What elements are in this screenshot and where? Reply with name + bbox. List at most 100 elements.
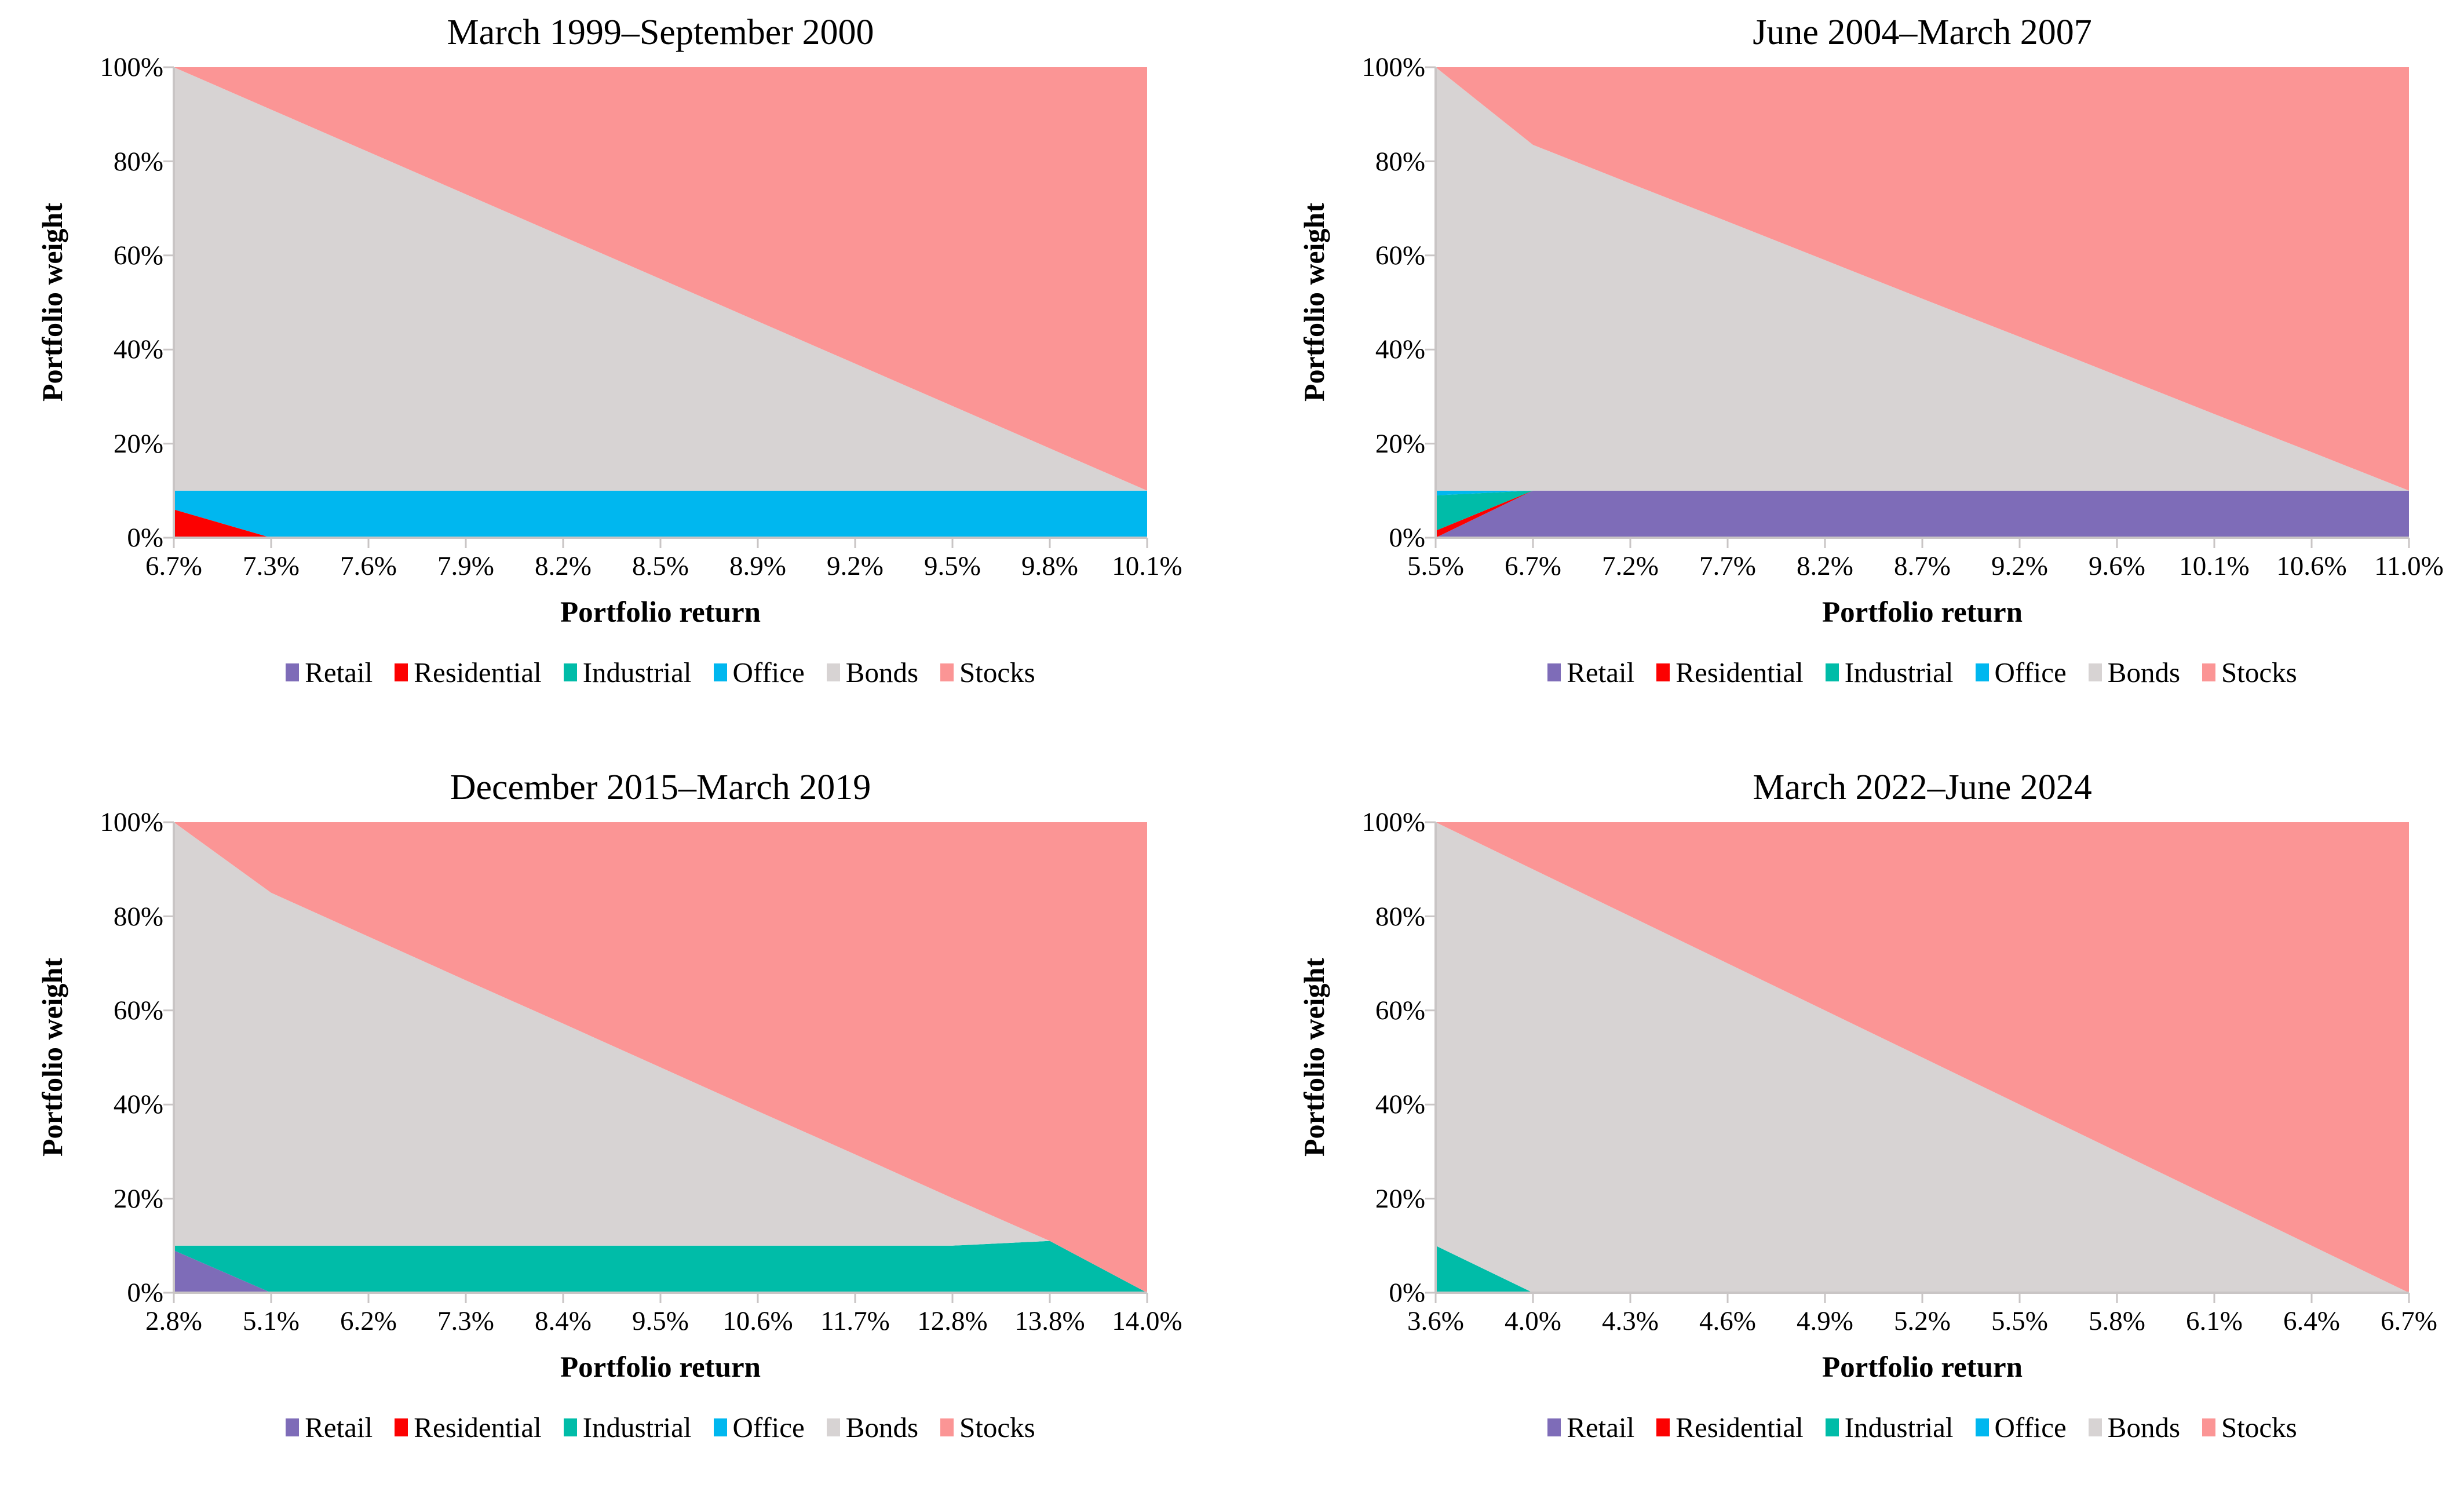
legend-swatch-office [713,663,727,682]
panel-title: March 1999–September 2000 [447,13,874,52]
y-axis-label: Portfolio weight [36,203,68,402]
y-tick-label: 0% [1389,523,1425,553]
x-tick-label: 8.2% [1797,551,1853,582]
chart-panel-2015-2019: December 2015–March 2019 Portfolio weigh… [0,755,1232,1510]
legend-swatch-industrial [1825,663,1839,682]
chart-area: Portfolio weight 100% 80% 60% 40% 20% 0% 5.5%… [1297,52,2464,582]
chart-panel-1999-2000: March 1999–September 2000 Portfolio weig… [0,0,1232,755]
x-tick-label: 4.9% [1797,1306,1853,1337]
x-axis-label: Portfolio return [560,1351,761,1384]
area-series-stocks [174,822,1147,1293]
x-tick-label: 10.6% [722,1306,793,1337]
legend: Retail Residential Industrial Office Bonds St… [1297,1411,2409,1444]
legend-label: Retail [1567,656,1635,689]
y-tick-label: 100% [1361,52,1425,83]
legend-label: Industrial [582,1411,692,1444]
area-series-industrial [174,1241,1147,1293]
y-tick-labels: 100% 80% 60% 40% 20% 0% [1331,52,1436,553]
legend-swatch-stocks [2202,663,2216,682]
legend-item-industrial: Industrial [563,1411,692,1444]
x-tick-label: 9.2% [827,551,884,582]
legend-label: Bonds [845,1411,919,1444]
x-tick-label: 6.7% [1505,551,1561,582]
x-tick-label: 7.7% [1699,551,1756,582]
y-tick-label: 40% [1375,334,1425,365]
x-tick-label: 5.5% [1407,551,1464,582]
legend-swatch-bonds [826,1418,840,1437]
plot-wrap: 2.8% 5.1% 6.2% 7.3% 8.4% 9.5% 10.6% 11.7% 12.8% 1… [145,821,1182,1337]
plot-wrap: 3.6% 4.0% 4.3% 4.6% 4.9% 5.2% 5.5% 5.8% 6.1% 6.4%… [1407,821,2437,1337]
legend-swatch-residential [1656,663,1670,682]
y-tick-label: 80% [1375,146,1425,177]
chart-panel-2004-2007: June 2004–March 2007 Portfolio weight 10… [1232,0,2464,755]
legend-label: Industrial [1844,656,1954,689]
legend-item-retail: Retail [1547,1411,1634,1444]
legend-swatch-industrial [1825,1418,1839,1437]
x-tick-label: 6.2% [340,1306,397,1337]
legend-swatch-office [1975,1418,1989,1437]
y-tick-label: 80% [1375,901,1425,932]
x-axis-label: Portfolio return [1821,596,2023,629]
x-tick-label: 11.7% [820,1306,890,1337]
y-tick-label: 60% [1375,995,1425,1026]
x-tick-labels: 2.8% 5.1% 6.2% 7.3% 8.4% 9.5% 10.6% 11.7% 12.8% 1… [145,1293,1182,1337]
area-series-retail [1436,490,2409,538]
legend-label: Stocks [959,1411,1035,1444]
area-series-office [174,490,1147,538]
x-tick-label: 8.9% [729,551,786,582]
legend-item-stocks: Stocks [2202,656,2297,689]
legend-label: Stocks [2221,1411,2297,1444]
legend-label: Office [732,656,805,689]
legend-item-retail: Retail [1547,656,1634,689]
legend-item-stocks: Stocks [940,1411,1035,1444]
panel-title: December 2015–March 2019 [450,768,871,807]
y-tick-label: 60% [1375,240,1425,271]
legend-label: Bonds [845,656,919,689]
legend-swatch-stocks [940,1418,954,1437]
y-tick-label: 0% [1389,1278,1425,1308]
legend-item-residential: Residential [1656,1411,1804,1444]
x-tick-label: 14.0% [1112,1306,1182,1337]
legend-item-stocks: Stocks [940,656,1035,689]
stacked-area-plot [163,821,1148,1304]
y-tick-label: 20% [113,1183,163,1214]
x-tick-label: 7.9% [437,551,494,582]
legend-swatch-bonds [2088,1418,2102,1437]
x-tick-label: 4.0% [1505,1306,1561,1337]
x-tick-label: 9.2% [1991,551,2048,582]
x-tick-label: 7.3% [437,1306,494,1337]
x-tick-label: 10.1% [1112,551,1182,582]
y-tick-label: 20% [1375,1183,1425,1214]
legend: Retail Residential Industrial Office Bonds St… [35,656,1147,689]
x-tick-labels: 6.7% 7.3% 7.6% 7.9% 8.2% 8.5% 8.9% 9.2% 9.5% 9.8%… [145,538,1182,582]
x-tick-label: 6.7% [2381,1306,2437,1337]
y-tick-label: 40% [1375,1089,1425,1120]
legend-swatch-office [1975,663,1989,682]
x-tick-label: 7.3% [243,551,300,582]
legend-label: Retail [1567,1411,1635,1444]
panel-title: June 2004–March 2007 [1753,13,2092,52]
legend-swatch-residential [1656,1418,1670,1437]
x-tick-label: 12.8% [917,1306,988,1337]
area-series-bonds [1436,67,2409,491]
y-tick-labels: 100% 80% 60% 40% 20% 0% [70,52,174,553]
legend-swatch-retail [1547,663,1561,682]
y-tick-label: 20% [1375,428,1425,459]
y-tick-label: 40% [113,1089,163,1120]
x-tick-label: 7.6% [340,551,397,582]
area-series-bonds [174,822,1147,1293]
area-series-stocks [1436,67,2409,491]
plot-wrap: 5.5% 6.7% 7.2% 7.7% 8.2% 8.7% 9.2% 9.6% 10.1% 10.… [1407,66,2444,582]
x-tick-label: 4.6% [1699,1306,1756,1337]
x-tick-label: 9.8% [1021,551,1078,582]
y-axis-label: Portfolio weight [1298,958,1330,1157]
legend-item-industrial: Industrial [563,656,692,689]
y-tick-label: 0% [127,1278,163,1308]
x-tick-label: 5.8% [2089,1306,2145,1337]
stacked-area-plot [1425,821,2410,1304]
legend-item-industrial: Industrial [1825,656,1954,689]
x-tick-label: 11.0% [2374,551,2444,582]
x-tick-label: 6.7% [145,551,202,582]
chart-area: Portfolio weight 100% 80% 60% 40% 20% 0% 2.8%… [35,807,1232,1337]
